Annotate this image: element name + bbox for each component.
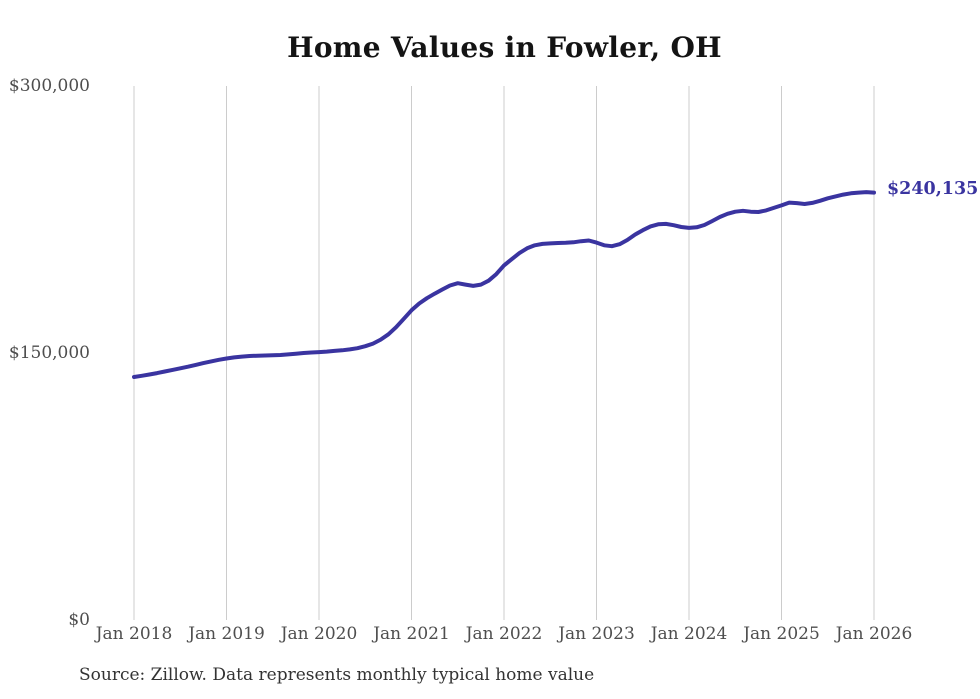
x-axis-tick-label: Jan 2024 xyxy=(650,624,728,644)
home-value-line xyxy=(132,190,876,379)
source-note: Source: Zillow. Data represents monthly … xyxy=(79,665,595,685)
x-axis-tick-label: Jan 2025 xyxy=(743,624,820,644)
chart-title: Home Values in Fowler, OH xyxy=(287,31,722,64)
x-axis-tick-label: Jan 2020 xyxy=(280,624,358,644)
current-value-label: $240,135 xyxy=(887,178,979,199)
x-axis-tick-label: Jan 2026 xyxy=(835,624,913,644)
x-axis-tick-label: Jan 2023 xyxy=(558,624,635,644)
x-axis-tick-label: Jan 2018 xyxy=(95,624,173,644)
x-axis-tick-label: Jan 2019 xyxy=(188,624,265,644)
y-axis-tick-label: $300,000 xyxy=(8,76,90,96)
x-axis-tick-label: Jan 2022 xyxy=(465,624,543,644)
y-axis-tick-label: $0 xyxy=(68,610,90,630)
y-axis-tick-label: $150,000 xyxy=(8,343,90,363)
x-axis-tick-label: Jan 2021 xyxy=(373,624,450,644)
